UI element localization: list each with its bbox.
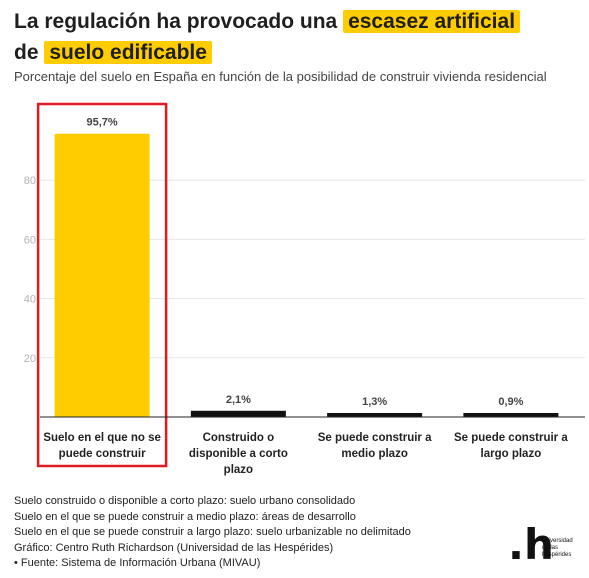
- y-tick-label: 80: [24, 175, 36, 187]
- category-label: Construido o: [203, 432, 275, 444]
- logo-text-line: universidad: [542, 538, 573, 544]
- bar: [54, 133, 150, 417]
- value-label: 95,7%: [87, 117, 118, 129]
- note-line: Suelo en el que se puede construir a med…: [14, 510, 356, 523]
- value-label: 2,1%: [226, 394, 251, 406]
- category-label: largo plazo: [481, 448, 542, 460]
- category-label: Suelo en el que no se: [43, 432, 161, 444]
- bar: [190, 410, 286, 417]
- logo-glyph: .h: [508, 520, 554, 569]
- value-label: 1,3%: [362, 396, 387, 408]
- note-credit: Gráfico: Centro Ruth Richardson (Univers…: [14, 541, 334, 554]
- title-text-2: de: [14, 41, 39, 64]
- note-source: • Fuente: Sistema de Información Urbana …: [14, 557, 261, 569]
- highlight-box: [36, 102, 168, 468]
- logo-text: universidad de las hespérides: [542, 538, 586, 559]
- title-text-1: La regulación ha provocado una: [14, 10, 338, 33]
- bar: [327, 413, 423, 417]
- title-highlight-1: escasez artificial: [343, 10, 521, 33]
- chart-notes: Suelo construido o disponible a corto pl…: [14, 494, 474, 572]
- category-label: plazo: [224, 464, 253, 476]
- bar: [463, 413, 559, 417]
- y-tick-label: 20: [24, 353, 36, 365]
- title-highlight-2: suelo edificable: [44, 41, 212, 64]
- category-label: Se puede construir a: [318, 432, 432, 444]
- logo-text-line: hespérides: [542, 552, 572, 558]
- category-label: puede construir: [59, 448, 146, 460]
- chart-subtitle: Porcentaje del suelo en España en funció…: [14, 69, 547, 84]
- y-tick-label: 40: [24, 294, 36, 306]
- note-line: Suelo en el que se puede construir a lar…: [14, 526, 411, 538]
- y-tick-label: 60: [24, 234, 36, 246]
- category-label: medio plazo: [341, 448, 407, 460]
- bar-chart: 20 40 60 80 95,7% Suelo en el que no se puede …: [24, 102, 585, 476]
- university-logo: .h universidad de las hespérides: [508, 522, 588, 576]
- category-label: disponible a corto: [189, 448, 288, 460]
- chart-title: La regulación ha provocado una escasez a…: [14, 6, 584, 68]
- logo-text-line: de las: [542, 545, 559, 551]
- value-label: 0,9%: [498, 396, 523, 408]
- category-label: Se puede construir a: [454, 432, 568, 444]
- note-line: Suelo construido o disponible a corto pl…: [14, 495, 356, 507]
